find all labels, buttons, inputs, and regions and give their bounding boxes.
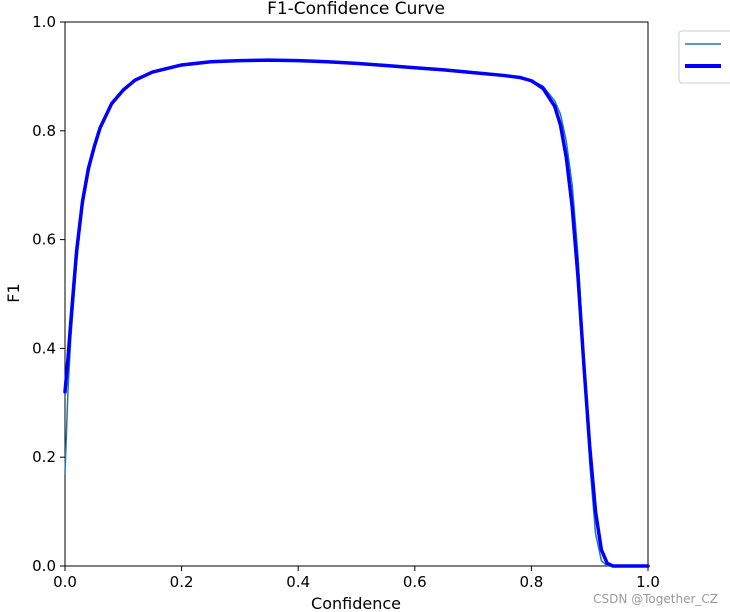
x-tick-label: 0.4 — [286, 573, 310, 591]
y-tick-label: 0.6 — [32, 231, 56, 249]
x-axis-label: Confidence — [311, 594, 401, 612]
y-tick-label: 0.2 — [32, 448, 56, 466]
y-axis-ticks: 0.0 0.2 0.4 0.6 0.8 1.0 — [32, 13, 65, 575]
y-axis-label: F1 — [4, 283, 23, 302]
y-tick-label: 0.8 — [32, 122, 56, 140]
x-tick-label: 0.2 — [170, 573, 194, 591]
x-tick-label: 0.8 — [519, 573, 543, 591]
chart-title: F1-Confidence Curve — [267, 0, 445, 19]
series-layer — [63, 58, 650, 568]
x-tick-label: 1.0 — [636, 573, 660, 591]
x-axis-ticks: 0.0 0.2 0.4 0.6 0.8 1.0 — [53, 566, 660, 591]
watermark: CSDN @Together_CZ — [593, 592, 718, 606]
y-tick-label: 1.0 — [32, 13, 56, 31]
y-tick-label: 0.4 — [32, 339, 56, 357]
y-tick-label: 0.0 — [32, 557, 56, 575]
series-line-2 — [63, 58, 650, 568]
x-tick-label: 0.6 — [403, 573, 427, 591]
legend-box — [678, 30, 730, 84]
plot-area — [64, 21, 649, 567]
legend — [678, 30, 730, 84]
x-tick-label: 0.0 — [53, 573, 77, 591]
